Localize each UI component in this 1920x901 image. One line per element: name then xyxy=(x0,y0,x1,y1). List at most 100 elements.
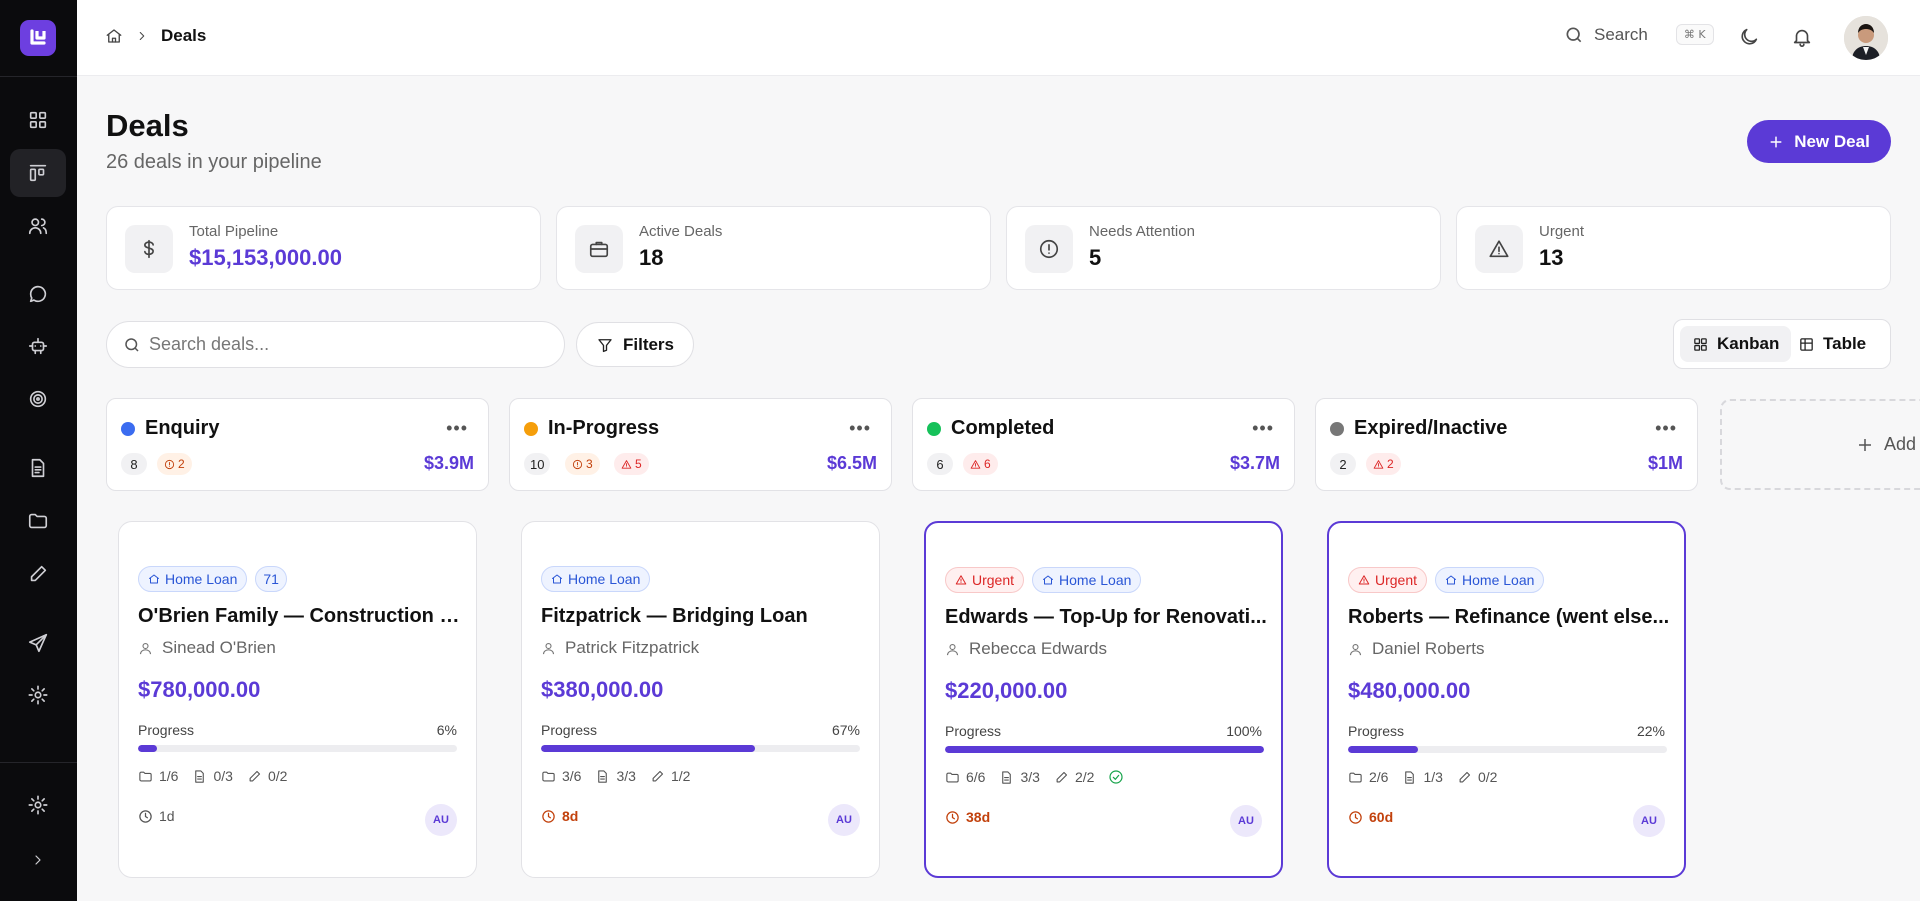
files-count: 2/6 xyxy=(1369,769,1389,785)
deal-card[interactable]: Urgent Home Loan Roberts — Refinance (we… xyxy=(1327,521,1686,878)
document-icon xyxy=(31,458,45,478)
due-indicator: 60d xyxy=(1348,809,1393,825)
add-column-button[interactable]: Add xyxy=(1720,399,1920,490)
assignee-avatar[interactable]: AU xyxy=(828,804,860,836)
new-deal-button[interactable]: New Deal xyxy=(1747,120,1891,163)
deal-card[interactable]: Home Loan 71 O'Brien Family — Constructi… xyxy=(118,521,477,878)
progress-percent: 6% xyxy=(436,722,457,738)
sidebar-item-files[interactable] xyxy=(10,497,66,545)
more-icon[interactable]: ••• xyxy=(1655,418,1677,438)
grid-icon xyxy=(1694,337,1707,351)
sidebar-item-settings[interactable] xyxy=(10,671,66,719)
deal-amount: $480,000.00 xyxy=(1348,678,1471,703)
folder-icon xyxy=(139,771,152,781)
view-kanban-button[interactable]: Kanban xyxy=(1680,326,1792,362)
column-count-badge: 8 xyxy=(121,453,147,475)
due-indicator: 8d xyxy=(541,808,578,824)
more-icon[interactable]: ••• xyxy=(446,418,468,438)
view-table-button[interactable]: Table xyxy=(1786,326,1878,362)
deal-contact: Sinead O'Brien xyxy=(138,638,276,658)
sidebar-item-notes[interactable] xyxy=(10,550,66,598)
deals-search-input[interactable] xyxy=(149,322,549,367)
files-count: 6/6 xyxy=(966,769,986,785)
stat-urgent: Urgent 13 xyxy=(1456,206,1891,290)
global-search-button[interactable]: Search ⌘ K xyxy=(1564,24,1714,45)
score-tag: 71 xyxy=(255,566,287,592)
stat-total-pipeline: Total Pipeline $15,153,000.00 xyxy=(106,206,541,290)
sidebar-item-assistant[interactable] xyxy=(10,322,66,370)
stat-value: 13 xyxy=(1539,245,1564,270)
sidebar-item-contacts[interactable] xyxy=(10,202,66,250)
app-logo[interactable] xyxy=(20,20,56,56)
attention-count: 2 xyxy=(178,457,185,471)
sidebar-item-deals[interactable] xyxy=(10,149,66,197)
progress-bar xyxy=(1348,746,1667,753)
tasks-count: 2/2 xyxy=(1074,769,1095,785)
column-header-in-progress: In-Progress ••• 10 3 5 $6.5M xyxy=(509,398,892,491)
column-count-badge: 10 xyxy=(524,453,551,475)
urgent-tag: Urgent xyxy=(945,567,1025,593)
column-count-badge: 2 xyxy=(1330,453,1356,475)
documents-counter: 0/3 xyxy=(192,768,233,784)
progress-percent: 22% xyxy=(1636,723,1665,739)
assignee-avatar[interactable]: AU xyxy=(1230,805,1262,837)
search-icon xyxy=(1566,27,1582,42)
home-icon xyxy=(1043,575,1054,585)
documents-count: 0/3 xyxy=(213,768,233,784)
logo-icon xyxy=(30,29,46,45)
status-dot xyxy=(1330,422,1344,436)
user-avatar[interactable] xyxy=(1844,16,1888,60)
files-count: 3/6 xyxy=(562,768,582,784)
documents-count: 3/3 xyxy=(1020,769,1040,785)
deal-amount: $780,000.00 xyxy=(138,677,261,702)
files-counter: 2/6 xyxy=(1348,769,1388,785)
filters-button[interactable]: Filters xyxy=(576,322,694,367)
page-subtitle: 26 deals in your pipeline xyxy=(106,151,322,173)
assignee-avatar[interactable]: AU xyxy=(425,804,457,836)
contact-name: Rebecca Edwards xyxy=(969,639,1107,658)
card-counters: 3/6 3/3 1/2 xyxy=(541,768,690,784)
clock-icon xyxy=(139,809,152,823)
more-icon[interactable]: ••• xyxy=(849,418,871,438)
notifications-button[interactable] xyxy=(1791,26,1815,50)
topbar: Deals Search ⌘ K xyxy=(77,0,1920,76)
column-total: $6.5M xyxy=(826,453,877,473)
due-indicator: 38d xyxy=(945,809,990,825)
sidebar-item-goals[interactable] xyxy=(10,375,66,423)
filter-icon xyxy=(598,338,612,352)
more-icon[interactable]: ••• xyxy=(1252,418,1274,438)
user-icon xyxy=(946,643,959,655)
deal-card[interactable]: Urgent Home Loan Edwards — Top-Up for Re… xyxy=(924,521,1283,878)
folder-icon xyxy=(28,513,48,529)
sidebar-footer-settings[interactable] xyxy=(10,781,66,829)
documents-count: 1/3 xyxy=(1423,769,1443,785)
tasks-counter: 0/2 xyxy=(247,768,287,784)
sidebar-item-messages[interactable] xyxy=(10,270,66,318)
due-text: 60d xyxy=(1369,809,1394,825)
loan-type-label: Home Loan xyxy=(1462,572,1535,588)
urgent-label: Urgent xyxy=(1375,572,1418,588)
breadcrumb: Deals xyxy=(105,26,206,46)
sidebar xyxy=(0,0,77,901)
contact-name: Daniel Roberts xyxy=(1372,639,1485,658)
attention-count: 3 xyxy=(586,457,593,471)
sidebar-item-documents[interactable] xyxy=(10,444,66,492)
sidebar-item-send[interactable] xyxy=(10,619,66,667)
theme-toggle-button[interactable] xyxy=(1738,26,1762,50)
view-table-label: Table xyxy=(1823,334,1867,353)
assignee-avatar[interactable]: AU xyxy=(1633,805,1665,837)
urgent-tag: Urgent xyxy=(1348,567,1428,593)
stat-label: Total Pipeline xyxy=(189,223,279,240)
deal-card[interactable]: Home Loan Fitzpatrick — Bridging Loan Pa… xyxy=(521,521,880,878)
search-icon xyxy=(125,338,139,352)
sidebar-expand-button[interactable] xyxy=(10,836,66,884)
files-counter: 1/6 xyxy=(138,768,178,784)
sidebar-item-dashboard[interactable] xyxy=(10,96,66,144)
documents-counter: 1/3 xyxy=(1402,769,1443,785)
home-icon[interactable] xyxy=(105,27,123,45)
bot-icon xyxy=(28,337,48,355)
urgent-badge: 6 xyxy=(963,453,998,475)
target-icon xyxy=(29,390,47,408)
pencil-icon xyxy=(30,565,47,582)
card-counters: 6/6 3/3 2/2 xyxy=(945,769,1124,785)
